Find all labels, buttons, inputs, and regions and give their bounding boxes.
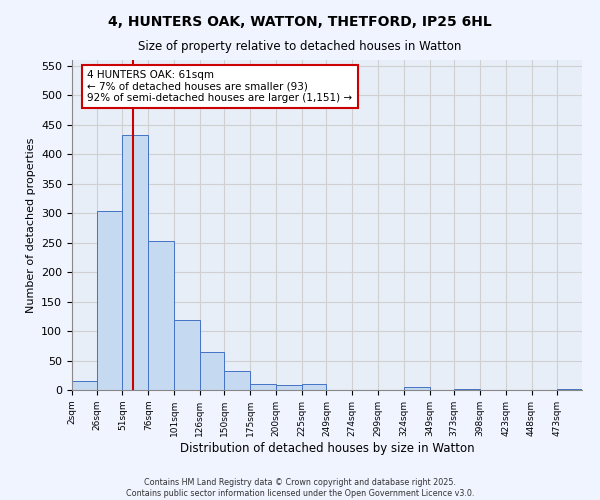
Bar [557, 389, 582, 390]
Bar [97, 212, 122, 390]
Bar [302, 384, 326, 390]
Bar [250, 384, 276, 390]
Text: Contains HM Land Registry data © Crown copyright and database right 2025.
Contai: Contains HM Land Registry data © Crown c… [126, 478, 474, 498]
Bar [404, 387, 430, 390]
Bar [122, 136, 148, 390]
Text: 4 HUNTERS OAK: 61sqm
← 7% of detached houses are smaller (93)
92% of semi-detach: 4 HUNTERS OAK: 61sqm ← 7% of detached ho… [88, 70, 352, 103]
Text: Size of property relative to detached houses in Watton: Size of property relative to detached ho… [139, 40, 461, 53]
Bar [224, 370, 250, 390]
Y-axis label: Number of detached properties: Number of detached properties [26, 138, 35, 312]
Bar [148, 241, 174, 390]
Bar [276, 386, 302, 390]
Bar [454, 389, 480, 390]
Bar [72, 381, 97, 390]
Text: 4, HUNTERS OAK, WATTON, THETFORD, IP25 6HL: 4, HUNTERS OAK, WATTON, THETFORD, IP25 6… [108, 15, 492, 29]
Bar [174, 320, 200, 390]
X-axis label: Distribution of detached houses by size in Watton: Distribution of detached houses by size … [179, 442, 475, 454]
Bar [200, 352, 224, 390]
